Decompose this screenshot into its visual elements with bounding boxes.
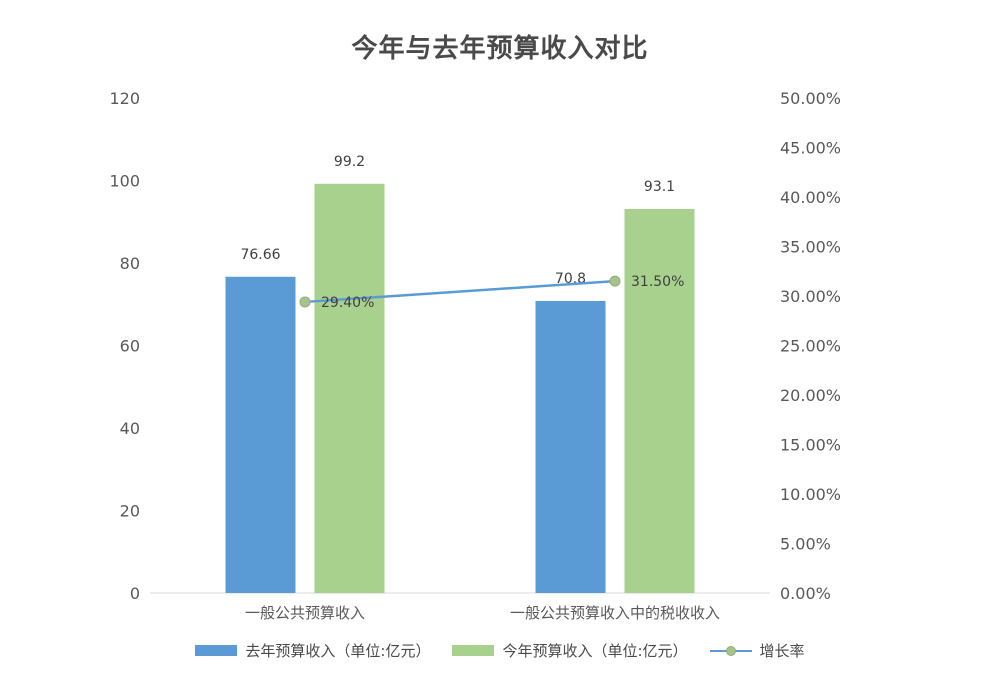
legend-swatch-this-year — [452, 645, 495, 656]
bar-data-label: 99.2 — [334, 154, 365, 170]
bar — [535, 300, 606, 593]
y2-tick-label: 25.00% — [780, 337, 841, 356]
legend-label-this-year: 今年预算收入（单位:亿元） — [502, 642, 688, 660]
legend-swatch-growth-rate — [709, 645, 752, 656]
y2-tick-label: 50.00% — [780, 89, 841, 108]
y-tick-label: 100 — [109, 172, 140, 191]
y-tick-label: 0 — [130, 584, 140, 603]
y2-tick-label: 30.00% — [780, 287, 841, 306]
bar — [624, 208, 695, 593]
y-tick-label: 40 — [120, 419, 140, 438]
growth-rate-point — [609, 275, 621, 287]
y2-tick-label: 15.00% — [780, 436, 841, 455]
legend-item-growth-rate: 增长率 — [709, 640, 805, 661]
y2-tick-label: 35.00% — [780, 238, 841, 257]
legend-item-last-year: 去年预算收入（单位:亿元） — [195, 640, 430, 661]
y2-tick-label: 5.00% — [780, 535, 831, 554]
y-tick-label: 60 — [120, 337, 140, 356]
y-tick-label: 80 — [120, 254, 140, 273]
legend: 去年预算收入（单位:亿元） 今年预算收入（单位:亿元） 增长率 — [0, 640, 1000, 661]
legend-label-growth-rate: 增长率 — [759, 642, 805, 660]
bar-data-label: 93.1 — [644, 179, 675, 195]
bar — [314, 183, 385, 594]
y2-tick-label: 0.00% — [780, 584, 831, 603]
legend-swatch-last-year — [195, 645, 238, 656]
y2-tick-label: 45.00% — [780, 139, 841, 158]
y2-tick-label: 20.00% — [780, 386, 841, 405]
legend-label-last-year: 去年预算收入（单位:亿元） — [245, 642, 431, 660]
growth-rate-data-label: 29.40% — [321, 295, 374, 311]
legend-item-this-year: 今年预算收入（单位:亿元） — [452, 640, 688, 661]
growth-rate-line — [304, 279, 616, 304]
y-tick-label: 120 — [109, 89, 140, 108]
y-tick-label: 20 — [120, 502, 140, 521]
chart-title: 今年与去年预算收入对比 — [351, 34, 649, 64]
y2-tick-label: 10.00% — [780, 485, 841, 504]
x-tick-label: 一般公共预算收入 — [245, 604, 365, 622]
y2-tick-label: 40.00% — [780, 188, 841, 207]
bar-data-label: 76.66 — [240, 247, 280, 263]
bar — [225, 276, 296, 593]
growth-rate-point — [299, 296, 311, 308]
x-tick-label: 一般公共预算收入中的税收收入 — [510, 604, 720, 622]
growth-rate-data-label: 31.50% — [631, 274, 684, 290]
